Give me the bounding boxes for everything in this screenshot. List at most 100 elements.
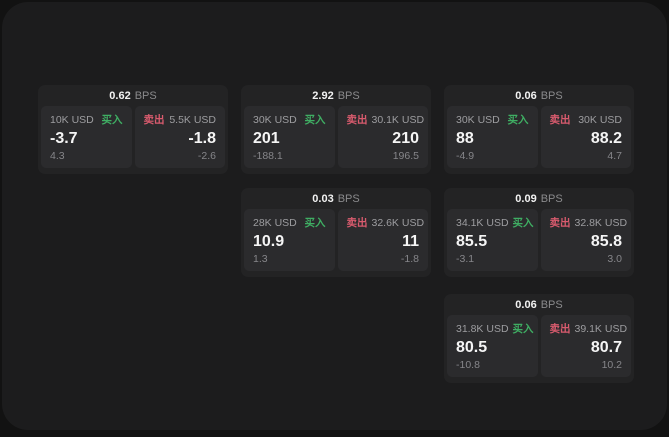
buy-panel[interactable]: 10K USD 买入 -3.7 4.3 (41, 106, 132, 168)
buy-panel[interactable]: 34.1K USD 买入 85.5 -3.1 (447, 209, 538, 271)
spread-unit-label: BPS (540, 298, 563, 311)
buy-side-label: 买入 (101, 114, 123, 126)
sell-side-label: 卖出 (143, 114, 165, 126)
sell-delta: -2.6 (197, 150, 216, 162)
buy-notional: 34.1K USD (456, 216, 509, 229)
spread-unit-label: BPS (134, 89, 157, 102)
sell-delta: -1.8 (400, 253, 419, 265)
sell-panel[interactable]: 卖出 30K USD 88.2 4.7 (540, 106, 631, 168)
buy-notional: 28K USD (253, 216, 297, 229)
pricing-tile: 2.92 BPS 30K USD 买入 201 -188.1 卖出 30.1K … (241, 85, 431, 174)
sell-panel[interactable]: 卖出 39.1K USD 80.7 10.2 (540, 315, 631, 377)
sell-notional: 39.1K USD (574, 322, 628, 335)
buy-notional: 30K USD (456, 113, 500, 126)
sell-panel[interactable]: 卖出 32.6K USD 11 -1.8 (337, 209, 428, 271)
pricing-tile: 0.03 BPS 28K USD 买入 10.9 1.3 卖出 32.6K US… (241, 188, 431, 277)
buy-delta: -4.9 (456, 150, 475, 162)
buy-price: 201 (253, 129, 280, 147)
buy-price: 10.9 (253, 232, 285, 250)
buy-side-label: 买入 (512, 217, 534, 229)
tile-body: 30K USD 买入 201 -188.1 卖出 30.1K USD 210 1… (241, 106, 431, 171)
tile-body: 34.1K USD 买入 85.5 -3.1 卖出 32.8K USD 85.8… (444, 209, 634, 274)
sell-notional: 32.6K USD (371, 216, 425, 229)
tile-spread-header: 0.03 BPS (241, 188, 431, 209)
buy-panel[interactable]: 30K USD 买入 201 -188.1 (244, 106, 335, 168)
sell-price: -1.8 (188, 129, 216, 147)
spread-unit-label: BPS (337, 89, 360, 102)
buy-panel[interactable]: 28K USD 买入 10.9 1.3 (244, 209, 335, 271)
sell-panel[interactable]: 卖出 30.1K USD 210 196.5 (337, 106, 428, 168)
sell-notional: 30K USD (578, 113, 622, 126)
sell-side-label: 卖出 (549, 114, 571, 126)
buy-side-label: 买入 (304, 217, 326, 229)
buy-price: 88 (456, 129, 474, 147)
sell-price: 210 (392, 129, 419, 147)
pricing-tile: 0.06 BPS 31.8K USD 买入 80.5 -10.8 卖出 39.1… (444, 294, 634, 383)
sell-delta: 4.7 (607, 150, 622, 162)
buy-panel[interactable]: 31.8K USD 买入 80.5 -10.8 (447, 315, 538, 377)
buy-panel-header: 31.8K USD 买入 (456, 321, 534, 336)
sell-side-label: 卖出 (549, 323, 571, 335)
buy-delta: 4.3 (50, 150, 65, 162)
buy-panel[interactable]: 30K USD 买入 88 -4.9 (447, 106, 538, 168)
buy-panel-header: 28K USD 买入 (253, 215, 326, 230)
sell-panel[interactable]: 卖出 32.8K USD 85.8 3.0 (540, 209, 631, 271)
tile-body: 31.8K USD 买入 80.5 -10.8 卖出 39.1K USD 80.… (444, 315, 634, 380)
sell-panel-header: 卖出 32.8K USD (549, 215, 628, 230)
buy-panel-header: 10K USD 买入 (50, 112, 123, 127)
buy-side-label: 买入 (507, 114, 529, 126)
tile-body: 30K USD 买入 88 -4.9 卖出 30K USD 88.2 4.7 (444, 106, 634, 171)
spread-value: 0.03 (312, 192, 334, 205)
pricing-tile: 0.06 BPS 30K USD 买入 88 -4.9 卖出 30K USD 8… (444, 85, 634, 174)
app-window: 0.62 BPS 10K USD 买入 -3.7 4.3 卖出 5.5K USD… (2, 2, 667, 430)
buy-delta: 1.3 (253, 253, 268, 265)
tile-spread-header: 0.06 BPS (444, 294, 634, 315)
spread-unit-label: BPS (540, 89, 563, 102)
spread-value: 0.62 (109, 89, 131, 102)
sell-delta: 196.5 (392, 150, 419, 162)
buy-notional: 10K USD (50, 113, 94, 126)
sell-price: 80.7 (590, 338, 622, 356)
sell-panel[interactable]: 卖出 5.5K USD -1.8 -2.6 (134, 106, 225, 168)
sell-panel-header: 卖出 30K USD (550, 112, 623, 127)
spread-unit-label: BPS (540, 192, 563, 205)
sell-delta: 3.0 (607, 253, 622, 265)
tile-spread-header: 0.09 BPS (444, 188, 634, 209)
sell-notional: 5.5K USD (169, 113, 216, 126)
sell-panel-header: 卖出 30.1K USD (346, 112, 425, 127)
buy-panel-header: 30K USD 买入 (456, 112, 529, 127)
buy-panel-header: 34.1K USD 买入 (456, 215, 534, 230)
spread-value: 0.06 (515, 89, 537, 102)
sell-price: 85.8 (590, 232, 622, 250)
tile-spread-header: 0.06 BPS (444, 85, 634, 106)
pricing-tile: 0.09 BPS 34.1K USD 买入 85.5 -3.1 卖出 32.8K… (444, 188, 634, 277)
buy-panel-header: 30K USD 买入 (253, 112, 326, 127)
buy-delta: -188.1 (253, 150, 283, 162)
buy-delta: -10.8 (456, 359, 480, 371)
sell-side-label: 卖出 (346, 217, 368, 229)
sell-side-label: 卖出 (346, 114, 368, 126)
tile-body: 10K USD 买入 -3.7 4.3 卖出 5.5K USD -1.8 -2.… (38, 106, 228, 171)
tile-body: 28K USD 买入 10.9 1.3 卖出 32.6K USD 11 -1.8 (241, 209, 431, 274)
spread-value: 0.06 (515, 298, 537, 311)
buy-price: -3.7 (50, 129, 78, 147)
sell-panel-header: 卖出 32.6K USD (346, 215, 425, 230)
spread-value: 0.09 (515, 192, 537, 205)
buy-price: 85.5 (456, 232, 488, 250)
buy-notional: 31.8K USD (456, 322, 509, 335)
spread-value: 2.92 (312, 89, 334, 102)
spread-unit-label: BPS (337, 192, 360, 205)
sell-price: 88.2 (590, 129, 622, 147)
sell-notional: 32.8K USD (574, 216, 628, 229)
sell-panel-header: 卖出 5.5K USD (144, 112, 217, 127)
buy-delta: -3.1 (456, 253, 475, 265)
sell-price: 11 (402, 232, 419, 250)
sell-notional: 30.1K USD (371, 113, 425, 126)
pricing-tile: 0.62 BPS 10K USD 买入 -3.7 4.3 卖出 5.5K USD… (38, 85, 228, 174)
buy-price: 80.5 (456, 338, 488, 356)
buy-side-label: 买入 (304, 114, 326, 126)
tile-spread-header: 0.62 BPS (38, 85, 228, 106)
sell-side-label: 卖出 (549, 217, 571, 229)
sell-delta: 10.2 (601, 359, 622, 371)
buy-notional: 30K USD (253, 113, 297, 126)
